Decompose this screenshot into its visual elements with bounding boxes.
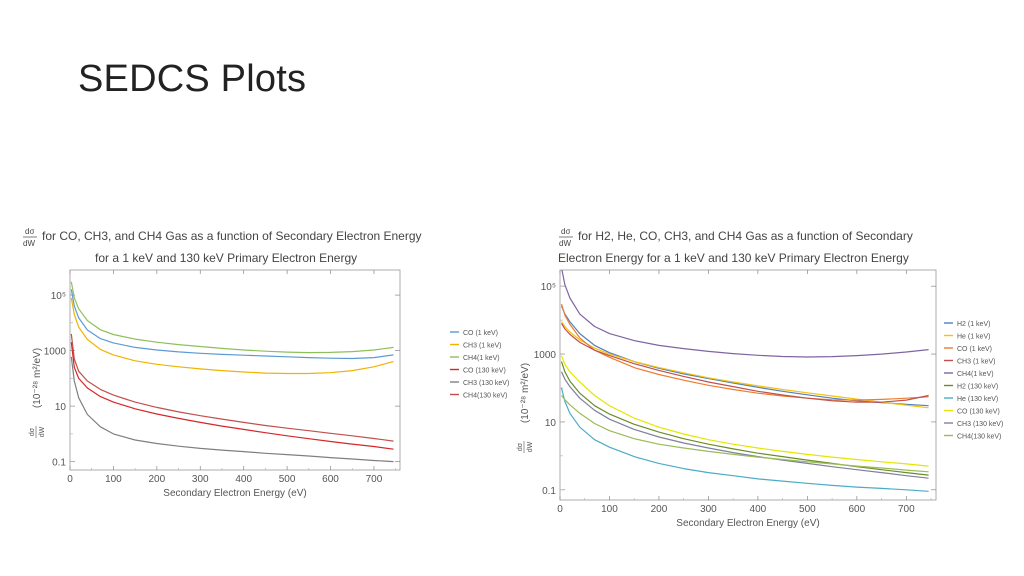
x-tick-label: 200 bbox=[148, 474, 165, 485]
y-tick-label: 10 bbox=[545, 418, 557, 429]
y-label-fraction-numerator: dσ bbox=[517, 442, 524, 451]
legend-label: H2 (130 keV) bbox=[957, 384, 998, 391]
legend-label: CH4(1 keV) bbox=[463, 355, 500, 362]
series-group bbox=[560, 270, 929, 492]
x-axis-label: Secondary Electron Energy (eV) bbox=[676, 518, 819, 529]
series-line-ch4-1-kev- bbox=[70, 281, 394, 354]
legend-label: CO (130 keV) bbox=[957, 409, 1000, 416]
series-line-co-1-kev- bbox=[70, 289, 394, 360]
y-axis-label: (10⁻²⁸ m²/eV) bbox=[32, 348, 43, 408]
y-axis-label: (10⁻²⁸ m²/eV) bbox=[520, 363, 531, 423]
series-line-ch3-1-kev- bbox=[560, 323, 929, 403]
series-line-co-130-kev- bbox=[560, 355, 929, 467]
x-tick-label: 300 bbox=[192, 474, 209, 485]
x-tick-label: 400 bbox=[235, 474, 252, 485]
x-tick-label: 700 bbox=[366, 474, 383, 485]
x-tick-label: 300 bbox=[700, 504, 717, 515]
x-tick-label: 700 bbox=[898, 504, 915, 515]
y-tick-label: 0.1 bbox=[542, 486, 556, 497]
series-line-ch4-130-kev- bbox=[561, 395, 929, 473]
legend: H2 (1 keV) He (1 keV) CO (1 keV) CH3 (1 keV… bbox=[944, 321, 1003, 441]
title-fraction-numerator: dσ bbox=[25, 227, 34, 236]
y-label-fraction-denominator: dW bbox=[39, 426, 46, 437]
chart-title-line1: for H2, He, CO, CH3, and CH4 Gas as a fu… bbox=[578, 229, 913, 243]
plot-frame bbox=[69, 269, 401, 471]
legend-label: CH3 (1 keV) bbox=[463, 343, 502, 350]
series-line-ch3-130-kev- bbox=[70, 356, 394, 463]
x-tick-label: 0 bbox=[557, 504, 563, 515]
series-group bbox=[70, 281, 394, 463]
y-label-fraction-numerator: dσ bbox=[29, 427, 36, 436]
y-tick-label: 1000 bbox=[534, 350, 557, 361]
legend-label: CH3 (130 keV) bbox=[957, 421, 1003, 428]
legend-label: CH4(130 keV) bbox=[957, 434, 1001, 441]
plot-frame bbox=[559, 269, 937, 501]
x-tick-label: 400 bbox=[750, 504, 767, 515]
y-tick-label: 1000 bbox=[44, 347, 67, 358]
series-line-ch3-1-kev- bbox=[70, 297, 394, 375]
series-line-co-1-kev- bbox=[560, 303, 929, 401]
x-tick-label: 200 bbox=[651, 504, 668, 515]
legend-label: CH3 (1 keV) bbox=[957, 359, 996, 366]
y-axis-label-group: dσ dW (10⁻²⁸ m²/eV) bbox=[517, 363, 534, 453]
chart-title-line1: for CO, CH3, and CH4 Gas as a function o… bbox=[42, 229, 422, 243]
legend: CO (1 keV) CH3 (1 keV) CH4(1 keV) CO (130 k… bbox=[450, 330, 509, 400]
series-line-he-130-kev- bbox=[560, 387, 929, 492]
chart-title-fraction: dσ dW bbox=[23, 227, 37, 248]
slide-title: SEDCS Plots bbox=[78, 58, 307, 100]
y-tick-label: 10⁵ bbox=[541, 282, 556, 293]
y-label-fraction-denominator: dW bbox=[527, 441, 534, 452]
y-tick-label: 10⁵ bbox=[51, 291, 66, 302]
legend-label: He (130 keV) bbox=[957, 396, 998, 403]
title-fraction-denominator: dW bbox=[23, 239, 35, 248]
legend-label: CH3 (130 keV) bbox=[463, 380, 509, 387]
x-tick-label: 0 bbox=[67, 474, 73, 485]
legend-label: H2 (1 keV) bbox=[957, 321, 990, 328]
x-axis-label: Secondary Electron Energy (eV) bbox=[163, 488, 306, 499]
title-fraction-denominator: dW bbox=[559, 239, 571, 248]
series-line-co-130-kev- bbox=[70, 342, 394, 450]
x-tick-label: 600 bbox=[322, 474, 339, 485]
x-tick-label: 100 bbox=[601, 504, 618, 515]
title-fraction-numerator: dσ bbox=[561, 227, 570, 236]
y-tick-label: 10 bbox=[55, 402, 67, 413]
legend-label: CH4(130 keV) bbox=[463, 393, 507, 400]
chart-title-line2: for a 1 keV and 130 keV Primary Electron… bbox=[95, 251, 357, 265]
legend-label: CO (1 keV) bbox=[957, 346, 992, 353]
x-tick-label: 600 bbox=[848, 504, 865, 515]
chart-title-fraction: dσ dW bbox=[559, 227, 573, 248]
series-line-ch4-130-kev- bbox=[70, 333, 394, 442]
legend-label: CO (1 keV) bbox=[463, 330, 498, 337]
series-line-he-1-kev- bbox=[561, 321, 929, 409]
chart-title-line2: Electron Energy for a 1 keV and 130 keV … bbox=[558, 251, 909, 265]
series-line-h2-130-kev- bbox=[560, 361, 929, 476]
x-tick-label: 100 bbox=[105, 474, 122, 485]
legend-label: He (1 keV) bbox=[957, 334, 990, 341]
x-tick-label: 500 bbox=[799, 504, 816, 515]
series-line-h2-1-kev- bbox=[560, 305, 929, 407]
series-line-ch4-1-kev- bbox=[561, 270, 929, 358]
legend-label: CO (130 keV) bbox=[463, 368, 506, 375]
series-line-ch3-130-kev- bbox=[560, 371, 929, 479]
y-axis-label-group: dσ dW (10⁻²⁸ m²/eV) bbox=[29, 348, 46, 438]
y-tick-label: 0.1 bbox=[52, 458, 66, 469]
x-tick-label: 500 bbox=[279, 474, 296, 485]
legend-label: CH4(1 keV) bbox=[957, 371, 994, 378]
